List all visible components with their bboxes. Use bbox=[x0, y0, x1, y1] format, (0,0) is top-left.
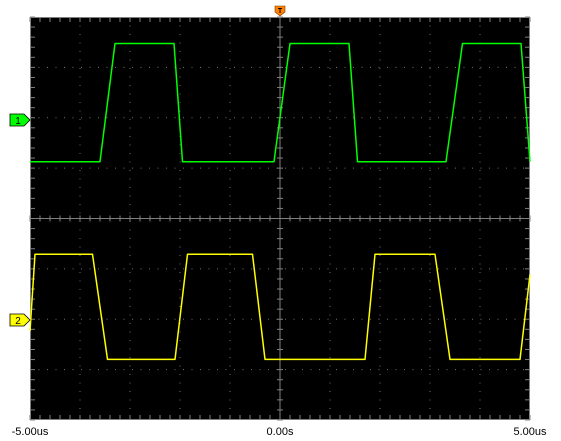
trigger-position-marker[interactable]: T bbox=[274, 5, 286, 17]
trace-ch1 bbox=[30, 42, 531, 163]
graticule bbox=[29, 16, 531, 421]
trigger-marker-label: T bbox=[278, 8, 283, 15]
channel-ch2-marker[interactable]: 2 bbox=[9, 313, 31, 327]
channel-markers: 1 2 T bbox=[9, 5, 286, 327]
channel-ch2-marker-label: 2 bbox=[15, 316, 21, 327]
x-tick-label: 5.00us bbox=[513, 426, 547, 438]
x-tick-label: 0.00s bbox=[266, 426, 294, 438]
channel-ch1-marker[interactable]: 1 bbox=[9, 113, 31, 127]
x-tick-label: -5.00us bbox=[11, 426, 49, 438]
channel-ch1-marker-label: 1 bbox=[15, 116, 21, 127]
waveform-traces bbox=[29, 42, 531, 361]
trace-ch2 bbox=[29, 253, 531, 361]
